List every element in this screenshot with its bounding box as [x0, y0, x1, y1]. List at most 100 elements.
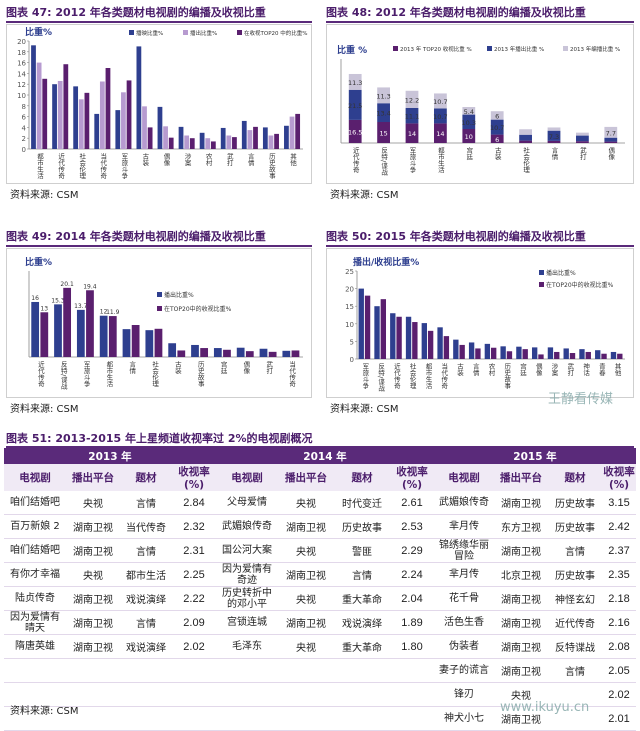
genre-cell: 言情 [548, 658, 602, 683]
data-label: 19.4 [83, 283, 97, 290]
rating-cell: 2.02 [172, 634, 216, 659]
rating-cell: 2.18 [602, 586, 636, 611]
rating-cell: 2.09 [172, 610, 216, 635]
x-tick-label: 农村 [204, 152, 212, 167]
x-tick-label: 近代传奇 [351, 146, 359, 174]
bar [52, 84, 57, 149]
bar [259, 348, 268, 357]
year-header: 2014 年 [216, 448, 434, 464]
data-label: 16.5 [348, 128, 362, 136]
table-row: 咱们结婚吧 湖南卫视 言情 2.31 国公河大案 央视 警匪 2.29 锦绣缘华丽冒险 湖南卫视言… [4, 538, 636, 563]
bar [569, 353, 576, 359]
x-tick-label: 当代传奇 [99, 152, 107, 180]
drama-name-cell: 因为爱情有晴天 [4, 610, 66, 635]
genre-cell [334, 682, 390, 707]
x-tick-label: 其他 [288, 153, 296, 168]
bar [184, 135, 190, 149]
genre-cell: 警匪 [334, 538, 390, 563]
genre-cell: 戏说演绎 [120, 586, 172, 611]
bar [94, 113, 100, 149]
bar [390, 313, 396, 359]
drama-name-cell: 芈月传 [434, 562, 494, 587]
bar [284, 125, 289, 149]
fig49-source: 资料来源: CSM [10, 404, 79, 415]
genre-cell [548, 682, 602, 707]
fig47-svg: 比重% 0 2 4 6 8 10 12 14 16 18 20 播映比重% 播出比重% 在收视TOP20 中… [17, 26, 307, 180]
drama-name-cell: 有你才幸福 [4, 562, 66, 587]
bar [200, 348, 209, 357]
bar [576, 132, 589, 136]
drama-name-cell [216, 658, 278, 683]
rating-cell: 2.08 [602, 634, 636, 659]
x-tick-label: 言情 [550, 146, 558, 162]
genre-cell: 戏说演绎 [334, 610, 390, 635]
x-tick-label: 当代传奇 [440, 362, 448, 390]
platform-cell: 湖南卫视 [278, 562, 334, 587]
x-tick-label: 言情 [471, 362, 479, 378]
data-label: 21.5 [348, 102, 362, 110]
platform-cell: 湖南卫视 [494, 491, 548, 515]
data-label: 15.3 [51, 297, 65, 304]
bar [490, 111, 504, 120]
bar [396, 316, 402, 359]
data-label: 7.3 [549, 133, 559, 141]
bar [122, 329, 131, 357]
data-label: 5.4 [464, 108, 474, 116]
legend-label: 在TOP20中的收视比重% [546, 281, 614, 289]
bar [434, 123, 447, 143]
x-tick-label: 社会伦理 [78, 152, 86, 180]
bar [348, 119, 362, 143]
x-tick-label: 反特/谍战 [380, 146, 388, 177]
drama-name-cell: 隋唐英雄 [4, 634, 66, 659]
fig51-rule [6, 446, 634, 448]
bar [147, 127, 153, 149]
bar [547, 127, 561, 131]
drama-name-cell: 锦绣缘华丽冒险 [434, 538, 494, 563]
rating-cell [390, 706, 434, 731]
bar [36, 62, 42, 149]
bar [262, 127, 268, 149]
bar [519, 134, 532, 141]
legend-swatch [157, 306, 162, 311]
bar [205, 138, 211, 149]
x-tick-label: 武打 [225, 152, 233, 167]
data-label: 11.3 [348, 79, 362, 87]
genre-cell [120, 658, 172, 683]
drama-name-cell: 咱们结婚吧 [4, 491, 66, 515]
rating-cell: 1.80 [390, 634, 434, 659]
column-header: 题材 [334, 464, 390, 491]
platform-cell: 东方卫视 [494, 514, 548, 539]
y-tick-label: 10 [17, 92, 26, 100]
bar [547, 140, 561, 143]
bar [348, 73, 362, 90]
table-row: 百万新娘 2 湖南卫视 当代传奇 2.32 武媚娘传奇 湖南卫视 历史故事 2.53 芈月传 东方… [4, 514, 636, 539]
platform-cell: 湖南卫视 [66, 586, 120, 611]
y-axis-label: 比重 % [337, 44, 367, 56]
x-tick-label: 古装 [455, 362, 463, 378]
genre-cell: 当代传奇 [120, 514, 172, 539]
bar [358, 288, 364, 359]
platform-cell [278, 658, 334, 683]
drama-name-cell: 百万新娘 2 [4, 514, 66, 539]
data-label: 13 [40, 305, 48, 312]
bar [443, 336, 450, 359]
fig51-title: 图表 51: 2013-2015 年上星频道收视率过 2%的电视剧概况 [6, 432, 313, 445]
y-tick-label: 2 [22, 135, 26, 143]
x-tick-label: 反特/谍战 [59, 360, 67, 391]
platform-cell: 湖南卫视 [494, 538, 548, 563]
bar [115, 110, 121, 149]
x-tick-label: 历史故事 [503, 363, 511, 390]
x-tick-label: 近代传奇 [57, 152, 65, 180]
fig48-chart: 比重 % 2013 年 TOP20 收视比重 % 2013 年播出比重 % 2013 … [326, 24, 634, 184]
y-axis-label: 播出/收视比重% [353, 256, 419, 268]
platform-cell [278, 682, 334, 707]
genre-cell: 都市生活 [120, 562, 172, 587]
bar [462, 107, 476, 115]
legend-label: 播出比重% [164, 291, 194, 299]
data-label: 13.4 [376, 110, 390, 118]
genre-cell [334, 706, 390, 731]
drama-name-cell [4, 658, 66, 683]
bar [54, 304, 62, 357]
x-tick-label: 近代传奇 [36, 360, 44, 388]
